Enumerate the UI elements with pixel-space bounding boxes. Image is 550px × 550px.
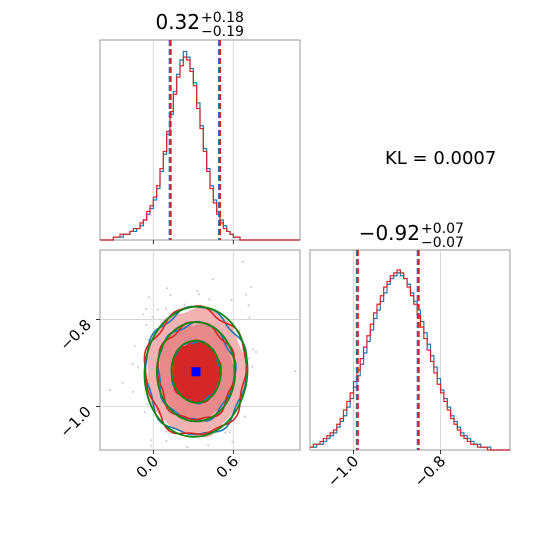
scatter-point — [165, 430, 168, 433]
scatter-point — [231, 440, 234, 443]
truth-marker — [191, 367, 201, 377]
scatter-point — [241, 260, 244, 263]
x-tick-label: 0.0 — [133, 452, 163, 482]
histogram-step-line — [100, 50, 300, 241]
axes-frame-bottom-right — [309, 249, 511, 451]
contour-line — [143, 305, 248, 436]
scatter-point — [145, 323, 148, 326]
panel-bottom-right-histogram: −1.0 −0.8 −0.92 +0.07 −0.07 — [309, 221, 511, 491]
scatter-point — [228, 431, 231, 434]
x-tick-label: −1.0 — [324, 452, 362, 490]
scatter-point — [169, 294, 172, 297]
axes-frame-bottom-left — [99, 249, 301, 451]
scatter-point — [244, 293, 247, 296]
scatter-point — [196, 290, 199, 293]
scatter-point — [131, 362, 134, 365]
histogram-step-line — [100, 56, 300, 241]
scatter-point — [165, 440, 168, 443]
x-tick-label: −0.8 — [411, 452, 449, 490]
panel-top-left-histogram: 0.32 +0.18 −0.19 — [99, 10, 301, 244]
scatter-point — [251, 348, 254, 351]
scatter-point — [248, 357, 251, 360]
scatter-point — [243, 415, 246, 418]
panel-bottom-left-contour: 0.0 0.6 −0.8 −1.0 — [56, 249, 301, 482]
title-value-top-left: 0.32 — [155, 10, 200, 34]
scatter-point — [131, 390, 134, 393]
scatter-point — [197, 293, 200, 296]
scatter-point — [230, 299, 233, 302]
scatter-point — [247, 304, 250, 307]
title-upper-error-top-left: +0.18 — [201, 10, 244, 26]
ticks-top-left — [152, 240, 234, 244]
scatter-point — [166, 287, 169, 290]
scatter-point — [146, 403, 149, 406]
scatter-point — [141, 313, 144, 316]
scatter-point — [254, 350, 257, 353]
quantile-lines-bottom-right — [355, 250, 420, 450]
scatter-point — [151, 315, 154, 318]
scatter-point — [207, 444, 210, 447]
scatter-point — [137, 366, 140, 369]
scatter-point — [248, 316, 251, 319]
histogram-series-top-left — [100, 50, 300, 241]
scatter-point — [165, 307, 168, 310]
scatter-point — [121, 381, 124, 384]
scatter-point — [149, 444, 152, 447]
scatter-point — [145, 308, 148, 311]
gaussian-contour-line — [155, 321, 237, 423]
gaussian-contour-line — [143, 305, 249, 438]
scatter-point — [183, 303, 186, 306]
scatter-point — [147, 296, 150, 299]
histogram-step-line — [310, 269, 510, 451]
scatter-point — [250, 286, 253, 289]
gaussian-contour-line — [170, 339, 222, 404]
scatter-point — [150, 439, 153, 442]
grid-bottom-right — [353, 250, 441, 450]
y-tick-label: −1.0 — [56, 403, 94, 441]
axes-frame-top-left — [99, 39, 301, 241]
scatter-point — [251, 365, 254, 368]
scatter-point — [208, 298, 211, 301]
scatter-point — [133, 344, 136, 347]
quantile-lines-top-left — [168, 40, 221, 240]
histogram-series-bottom-right — [310, 269, 510, 451]
title-lower-error-bottom-right: −0.07 — [421, 235, 464, 251]
scatter-point — [224, 431, 227, 434]
title-top-left: 0.32 +0.18 −0.19 — [155, 10, 243, 40]
contours-bottom-left — [143, 305, 249, 438]
x-tick-label: 0.6 — [213, 452, 243, 482]
scatter-point — [156, 308, 159, 311]
scatter-point — [146, 338, 149, 341]
title-upper-error-bottom-right: +0.07 — [421, 221, 464, 237]
scatter-point — [211, 278, 214, 281]
title-bottom-right: −0.92 +0.07 −0.07 — [359, 221, 464, 251]
scatter-point — [294, 370, 297, 373]
title-value-bottom-right: −0.92 — [359, 221, 420, 245]
title-lower-error-top-left: −0.19 — [201, 24, 244, 40]
scatter-point — [186, 446, 189, 449]
y-tick-label: −0.8 — [56, 316, 94, 354]
scatter-point — [108, 388, 111, 391]
kl-annotation: KL = 0.0007 — [385, 148, 496, 169]
ticks-bottom-right: −1.0 −0.8 — [324, 450, 449, 491]
scatter-point — [143, 411, 146, 414]
